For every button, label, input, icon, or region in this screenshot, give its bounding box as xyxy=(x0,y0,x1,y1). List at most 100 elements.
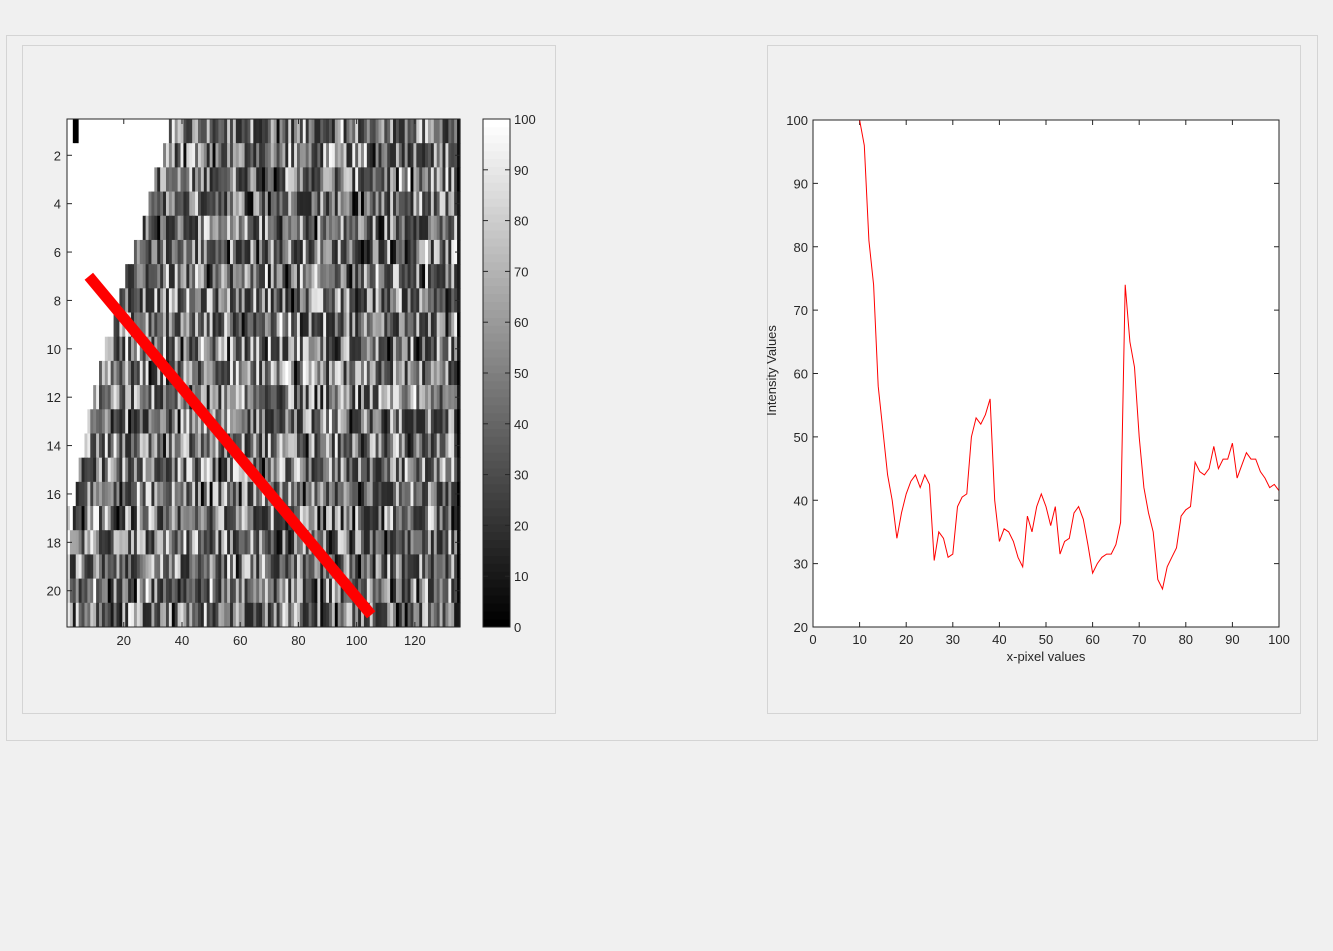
image-cell xyxy=(416,239,420,265)
image-cell xyxy=(326,530,330,555)
image-cell xyxy=(163,167,167,192)
image-cell xyxy=(84,143,88,168)
image-cell xyxy=(314,409,318,434)
image-cell xyxy=(93,143,97,168)
image-cell xyxy=(401,578,406,604)
image-cell xyxy=(317,385,321,410)
image-cell xyxy=(200,602,205,628)
image-cell xyxy=(331,264,336,289)
image-cell xyxy=(163,433,167,458)
image-cell xyxy=(72,336,77,362)
image-cell xyxy=(264,457,269,483)
image-cell xyxy=(413,143,417,168)
image-cell xyxy=(329,119,333,144)
image-cell xyxy=(352,143,356,168)
image-cell xyxy=(372,288,377,313)
image-cell xyxy=(230,385,234,410)
image-cell xyxy=(363,143,368,168)
image-cell xyxy=(195,530,199,555)
image-cell xyxy=(133,385,138,410)
image-cell xyxy=(125,433,129,458)
image-cell xyxy=(442,554,447,579)
image-cell xyxy=(442,336,447,362)
image-cell xyxy=(323,602,327,628)
image-cell xyxy=(136,578,141,604)
image-cell xyxy=(168,119,173,144)
image-cell xyxy=(288,385,292,410)
image-cell xyxy=(186,409,190,434)
image-cell xyxy=(253,578,257,604)
image-cell xyxy=(375,409,380,434)
image-cell xyxy=(279,530,284,555)
image-cell xyxy=(445,312,449,338)
profile-line-overlay[interactable] xyxy=(84,272,376,619)
image-cell xyxy=(264,385,269,410)
x-tick-label: 0 xyxy=(809,632,816,647)
image-y-tick-label: 10 xyxy=(47,342,61,357)
profile-axes[interactable]: 0 10 20 30 40 50 60 70 80 90 100203040506070809010… xyxy=(764,113,1290,664)
image-cell xyxy=(247,288,251,313)
image-cell xyxy=(90,481,94,507)
image-cell xyxy=(133,167,138,192)
image-cell xyxy=(145,457,150,483)
image-cell xyxy=(448,215,452,241)
image-cell xyxy=(404,312,409,338)
image-cell xyxy=(317,167,321,192)
image-cell xyxy=(343,385,348,410)
image-cell xyxy=(168,409,173,434)
image-cell xyxy=(410,554,415,579)
image-cell xyxy=(273,288,278,313)
image-cell xyxy=(323,288,327,313)
image-cell xyxy=(427,409,432,434)
image-cell xyxy=(419,191,423,217)
image-cell xyxy=(305,264,310,289)
image-cell xyxy=(407,336,412,362)
image-cell xyxy=(369,433,374,458)
colorbar-gradient xyxy=(483,119,510,628)
image-cell xyxy=(250,215,254,241)
image-cell xyxy=(247,191,251,217)
image-cell xyxy=(439,554,444,579)
image-cell xyxy=(378,578,382,604)
colorbar-step xyxy=(483,150,510,160)
image-cell xyxy=(369,215,374,241)
image-cell xyxy=(387,602,391,628)
image-cell xyxy=(448,336,452,362)
image-cell xyxy=(104,457,109,483)
image-cell xyxy=(291,602,295,628)
image-cell xyxy=(296,433,301,458)
image-cell xyxy=(221,457,225,483)
image-cell xyxy=(218,409,222,434)
image-cell xyxy=(378,481,382,507)
colorbar-step xyxy=(483,603,510,612)
image-cell xyxy=(101,433,106,458)
image-cell xyxy=(200,481,205,507)
image-cell xyxy=(107,385,112,410)
image-cell xyxy=(203,239,208,265)
image-cell xyxy=(448,143,452,168)
image-cell xyxy=(340,506,345,531)
image-cell xyxy=(352,239,356,265)
image-cell xyxy=(247,264,251,289)
image-cell xyxy=(145,481,150,507)
image-cell xyxy=(232,360,237,386)
image-cell xyxy=(311,602,316,628)
image-cell xyxy=(363,457,368,483)
y-axis-label: Intensity Values xyxy=(764,325,779,416)
image-cell xyxy=(119,530,123,555)
image-cell xyxy=(119,119,123,144)
image-cell xyxy=(81,602,86,628)
image-cell xyxy=(425,433,429,458)
image-cell xyxy=(104,119,109,144)
image-cell xyxy=(375,215,380,241)
image-cell xyxy=(81,312,86,338)
image-cell xyxy=(270,288,275,313)
image-cell xyxy=(133,409,138,434)
image-cell xyxy=(267,360,272,386)
image-cell xyxy=(294,457,298,483)
image-cell xyxy=(244,530,249,555)
image-cell xyxy=(96,167,100,192)
image-cell xyxy=(139,554,144,579)
